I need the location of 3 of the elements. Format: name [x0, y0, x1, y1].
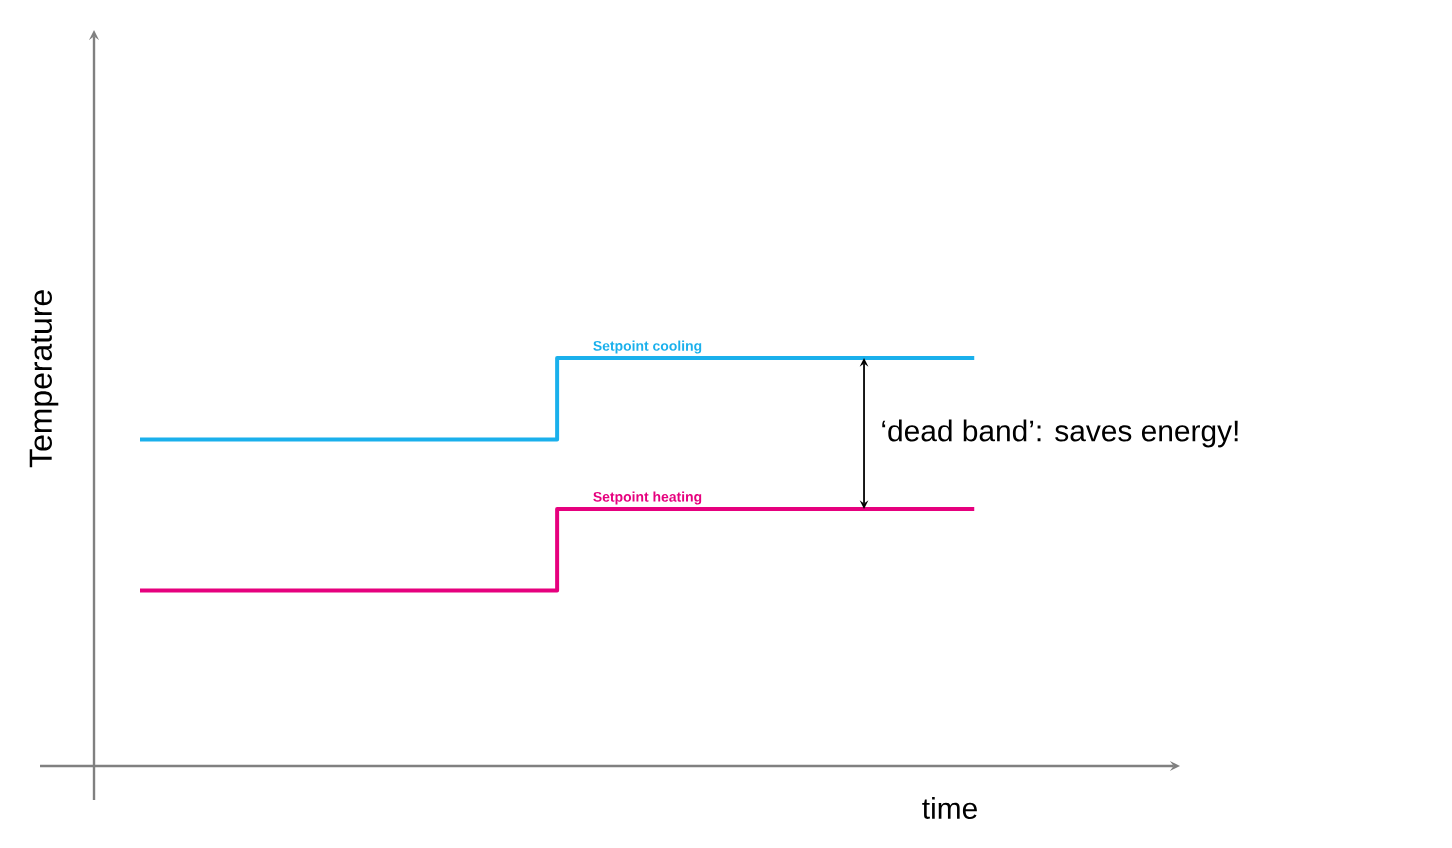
x-axis-title: time	[922, 797, 977, 819]
y-axis-title: Temperature	[29, 290, 59, 468]
annotation: ‘dead band’: saves energy!	[882, 419, 1238, 448]
